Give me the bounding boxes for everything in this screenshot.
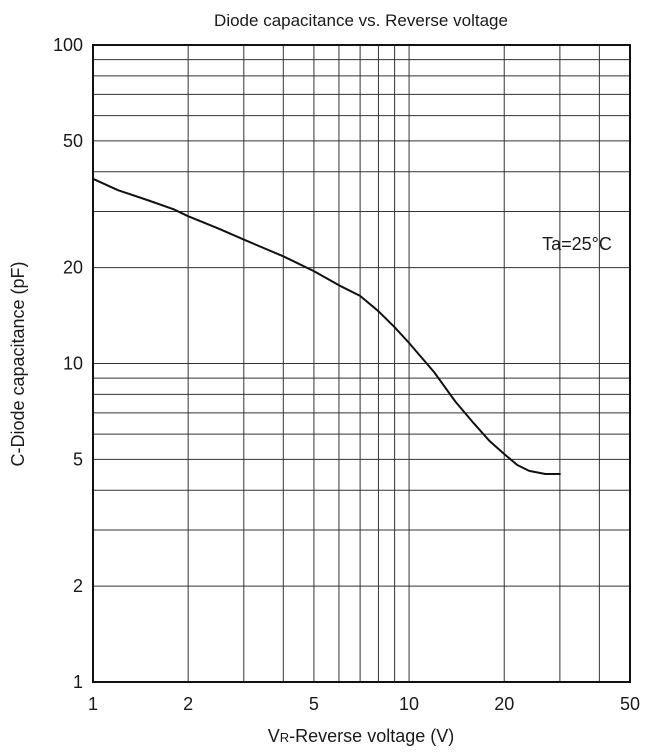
y-tick-label: 5 xyxy=(73,449,83,469)
y-tick-label: 1 xyxy=(73,672,83,692)
x-axis-label-prefix: V xyxy=(268,726,280,746)
y-tick-label: 50 xyxy=(63,131,83,151)
y-tick-labels: 1 2 5 10 20 50 100 xyxy=(53,35,83,692)
y-tick-label: 100 xyxy=(53,35,83,55)
x-axis-label: VR-Reverse voltage (V) xyxy=(268,726,454,746)
x-tick-labels: 1 2 5 10 20 50 xyxy=(88,694,640,714)
chart-title: Diode capacitance vs. Reverse voltage xyxy=(214,11,508,30)
x-axis-label-subscript: R xyxy=(280,730,289,745)
plot-frame xyxy=(92,44,631,683)
annotation-temperature: Ta=25°C xyxy=(542,234,612,254)
y-tick-label: 2 xyxy=(73,576,83,596)
y-tick-label: 20 xyxy=(63,258,83,278)
x-tick-label: 1 xyxy=(88,694,98,714)
x-tick-label: 5 xyxy=(309,694,319,714)
grid-lines xyxy=(93,45,630,682)
x-tick-label: 20 xyxy=(494,694,514,714)
x-tick-label: 10 xyxy=(399,694,419,714)
y-tick-label: 10 xyxy=(63,354,83,374)
x-tick-label: 50 xyxy=(620,694,640,714)
y-axis-label: C-Diode capacitance (pF) xyxy=(8,261,28,466)
x-tick-label: 2 xyxy=(183,694,193,714)
capacitance-curve xyxy=(92,177,561,475)
x-axis-label-text: -Reverse voltage (V) xyxy=(289,726,454,746)
